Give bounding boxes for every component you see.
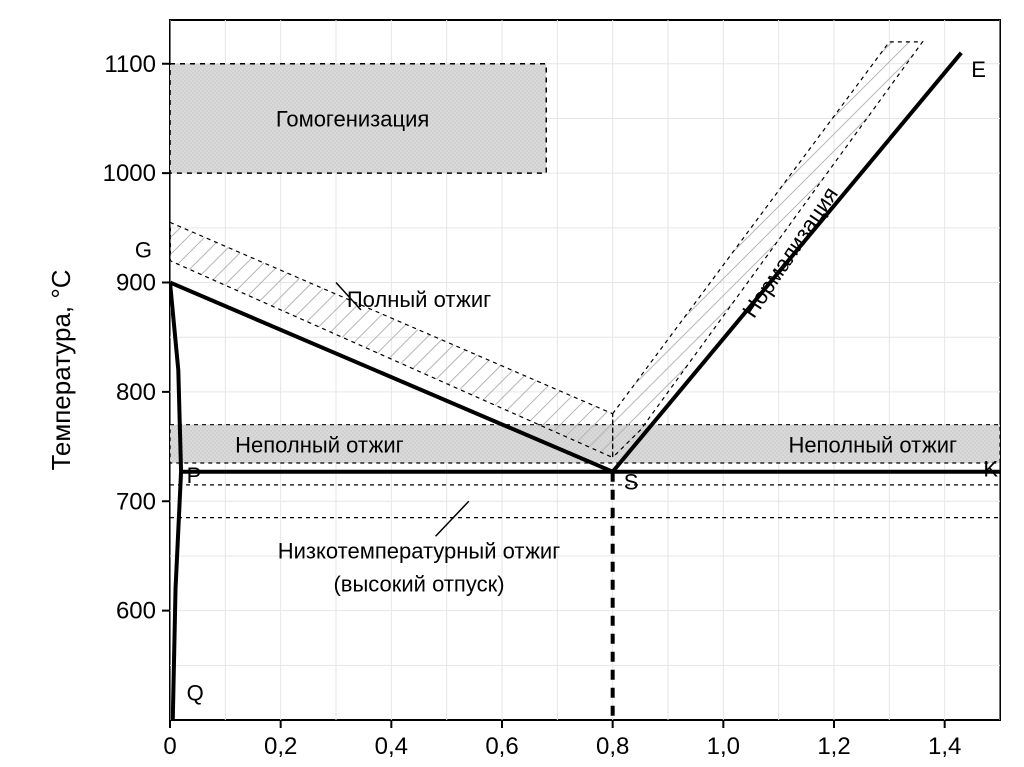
incomplete-anneal-label-left: Неполный отжиг <box>235 432 404 457</box>
point-label-Q: Q <box>187 681 204 706</box>
y-tick-label: 800 <box>116 379 156 406</box>
low-temp-anneal-label-1: Низкотемпературный отжиг <box>278 538 560 563</box>
phase-diagram-chart: G E P S K Q 0 0,2 0,4 0,6 0,8 1,0 1,2 1,4 600 700 800 90… <box>0 0 1024 767</box>
y-axis-title: Температура, °С <box>46 269 76 470</box>
incomplete-anneal-label-right: Неполный отжиг <box>788 432 957 457</box>
point-label-K: K <box>983 456 998 481</box>
y-tick-label: 1100 <box>104 51 156 78</box>
normalization-region <box>613 42 923 458</box>
x-tick-label: 0,4 <box>375 733 408 760</box>
x-tick-label: 0,6 <box>485 733 518 760</box>
y-tick-label: 700 <box>116 488 156 515</box>
x-tick-label: 0 <box>163 733 176 760</box>
leader-low_temp <box>436 501 469 536</box>
low-temp-anneal-label-2: (высокий отпуск) <box>333 571 504 596</box>
y-tick-label: 900 <box>116 270 156 297</box>
y-tick-label: 1000 <box>103 160 156 187</box>
x-tick-label: 1,4 <box>928 733 961 760</box>
y-tick-label: 600 <box>116 598 156 625</box>
point-label-S: S <box>624 470 639 495</box>
x-tick-label: 0,2 <box>264 733 297 760</box>
point-label-G: G <box>135 238 152 263</box>
point-label-E: E <box>971 57 986 82</box>
full-anneal-label: Полный отжиг <box>347 287 491 312</box>
x-tick-label: 1,0 <box>707 733 740 760</box>
x-tick-label: 0,8 <box>596 733 629 760</box>
point-label-P: P <box>187 463 202 488</box>
homogenization-label: Гомогенизация <box>276 106 429 131</box>
x-tick-label: 1,2 <box>817 733 850 760</box>
